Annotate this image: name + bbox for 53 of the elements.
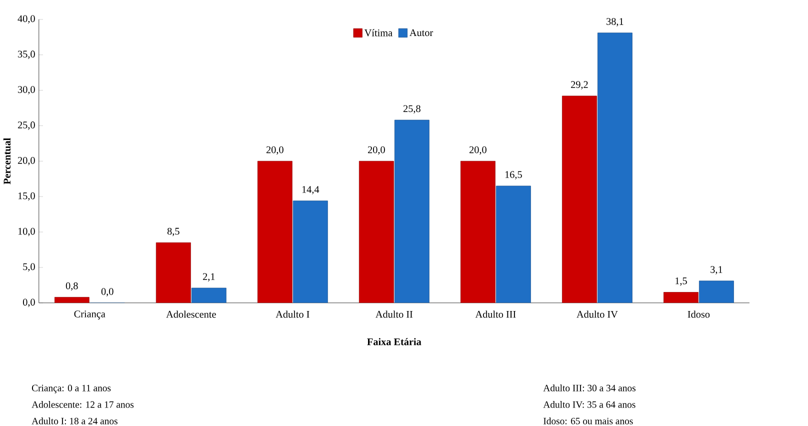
bar — [460, 160, 496, 303]
bar — [597, 32, 632, 303]
y-tick-label: 40,0 — [18, 15, 35, 24]
legend-label: Vítima — [364, 29, 392, 36]
bar — [191, 288, 226, 303]
bar — [699, 280, 734, 303]
x-tick-label: Idoso — [688, 310, 710, 318]
bar — [562, 96, 597, 303]
data-label: 16,5 — [505, 171, 522, 180]
y-tick-label: 30,0 — [18, 86, 35, 94]
data-label: 14,4 — [302, 186, 320, 194]
text: Idoso: 65 ou mais anos — [544, 417, 633, 424]
x-tick-label: Adulto I — [276, 310, 310, 318]
data-label: 20,0 — [368, 146, 385, 155]
x-tick-label: Adulto II — [376, 310, 413, 318]
bar — [394, 120, 430, 303]
y-tick-label: 20,0 — [18, 156, 35, 166]
data-label: 0,0 — [101, 288, 114, 296]
x-tick-label: Criança — [74, 310, 106, 320]
bar — [496, 186, 531, 303]
x-axis-title: Faixa Etária — [367, 338, 422, 346]
text: Adolescente: 12 a 17 anos — [32, 400, 134, 408]
text: Adulto I: 18 a 24 anos — [32, 417, 118, 424]
text: Adulto IV: 35 a 64 anos — [543, 400, 636, 408]
data-label: 20,0 — [470, 146, 486, 155]
y-tick-label: 5,0 — [23, 263, 35, 272]
bar — [54, 296, 90, 303]
x-tick-label: Adolescente — [166, 310, 216, 318]
data-label: 25,8 — [403, 105, 420, 114]
data-label: 20,0 — [266, 146, 284, 155]
bar — [292, 200, 328, 303]
y-tick-label: 0,0 — [22, 298, 35, 307]
data-label: 38,1 — [606, 18, 624, 26]
data-label: 8,5 — [167, 228, 180, 236]
bar — [156, 242, 191, 303]
data-label: 3,1 — [710, 266, 722, 274]
data-label: 29,2 — [571, 81, 588, 90]
x-tick-label: Adulto IV — [576, 310, 618, 318]
legend-label: Autor — [410, 29, 434, 36]
y-tick-label: 10,0 — [18, 228, 35, 236]
data-label: 2,1 — [202, 273, 215, 282]
bar — [664, 292, 698, 303]
bar — [358, 160, 394, 303]
data-label: 0,8 — [66, 282, 78, 291]
y-axis-title: Percentual — [3, 138, 11, 184]
text: Criança: 0 a 11 anos — [32, 384, 111, 394]
x-tick-label: Adulto III — [475, 310, 516, 318]
bar — [257, 160, 292, 303]
text: Adulto III: 30 a 34 anos — [543, 384, 636, 392]
y-tick-label: 35,0 — [18, 50, 35, 59]
y-tick-label: 25,0 — [18, 121, 35, 130]
data-label: 1,5 — [676, 277, 687, 286]
y-tick-label: 15,0 — [18, 192, 35, 201]
